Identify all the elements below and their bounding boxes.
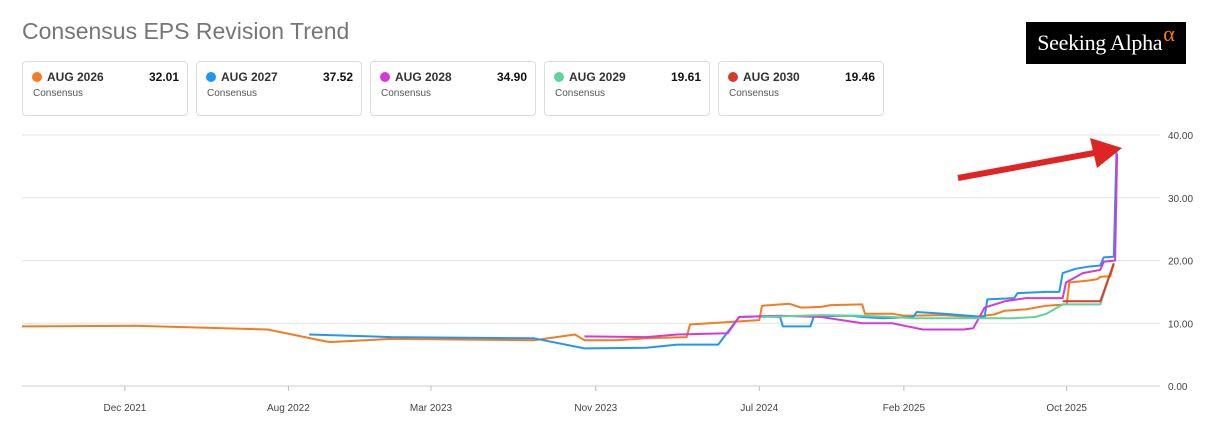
y-tick-label: 0.00 (1168, 382, 1188, 393)
x-tick-label: Mar 2023 (410, 403, 453, 414)
series-subtitle: Consensus (33, 88, 84, 99)
red-arrow-annotation (957, 138, 1122, 181)
series-dot-icon (32, 72, 42, 82)
series-name: AUG 2029 (569, 70, 626, 84)
x-tick-label: Nov 2023 (574, 403, 617, 414)
legend-cards: AUG 2026 32.01 Consensus AUG 2027 37.52 Co… (22, 61, 884, 116)
series-line-aug-2030 (1062, 263, 1115, 303)
series-line-aug-2029 (761, 262, 1115, 320)
x-tick-label: Jul 2024 (740, 403, 778, 414)
series-subtitle: Consensus (207, 88, 258, 99)
x-tick-label: Feb 2025 (883, 403, 926, 414)
x-tick-label: Aug 2022 (267, 403, 310, 414)
logo-text: Seeking Alpha (1037, 30, 1163, 55)
chart-title: Consensus EPS Revision Trend (22, 18, 350, 44)
legend-card-aug-2028[interactable]: AUG 2028 34.90 Consensus (370, 61, 536, 116)
series-subtitle: Consensus (729, 88, 780, 99)
x-tick-label: Dec 2021 (104, 403, 147, 414)
series-name: AUG 2028 (395, 70, 452, 84)
series-name: AUG 2026 (47, 70, 104, 84)
y-tick-label: 40.00 (1168, 131, 1193, 142)
seeking-alpha-logo[interactable]: Seeking Alpha α (1026, 21, 1186, 64)
series-value: 19.61 (670, 70, 701, 84)
series-value: 37.52 (322, 70, 353, 84)
y-tick-label: 20.00 (1168, 257, 1193, 268)
series-subtitle: Consensus (381, 88, 432, 99)
x-tick-label: Oct 2025 (1046, 403, 1087, 414)
legend-card-aug-2029[interactable]: AUG 2029 19.61 Consensus (544, 61, 710, 116)
y-axis-ticks: 0.00 10.00 20.00 30.00 40.00 (1168, 131, 1193, 393)
series-subtitle: Consensus (555, 88, 606, 99)
series-name: AUG 2030 (743, 70, 800, 84)
series-dot-icon (728, 72, 738, 82)
series-dot-icon (554, 72, 564, 82)
series-dot-icon (206, 72, 216, 82)
series-value: 32.01 (148, 70, 179, 84)
series-line-aug-2028 (584, 153, 1119, 339)
series-value: 34.90 (496, 70, 527, 84)
y-tick-label: 30.00 (1168, 194, 1193, 205)
legend-card-aug-2030[interactable]: AUG 2030 19.46 Consensus (718, 61, 884, 116)
x-axis-ticks: Dec 2021 Aug 2022 Mar 2023 Nov 2023 Jul 2024… (104, 386, 1087, 414)
alpha-icon: α (1163, 21, 1175, 46)
series-lines (21, 150, 1119, 350)
series-value: 19.46 (844, 70, 875, 84)
y-tick-label: 10.00 (1168, 319, 1193, 330)
legend-card-aug-2026[interactable]: AUG 2026 32.01 Consensus (22, 61, 188, 116)
series-dot-icon (380, 72, 390, 82)
series-name: AUG 2027 (221, 70, 278, 84)
gridlines (22, 134, 1160, 387)
legend-card-aug-2027[interactable]: AUG 2027 37.52 Consensus (196, 61, 362, 116)
